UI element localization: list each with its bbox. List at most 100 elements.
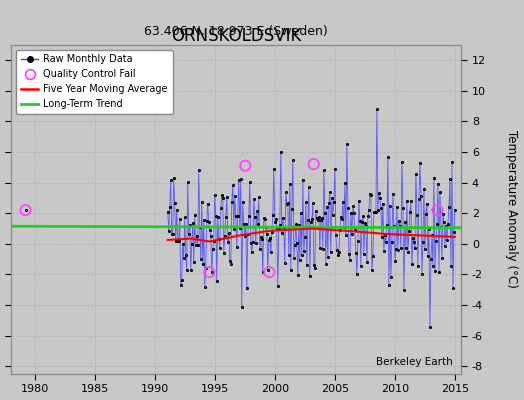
Point <box>363 259 371 266</box>
Point <box>337 216 346 222</box>
Point <box>217 192 226 198</box>
Point <box>188 240 196 247</box>
Point <box>176 216 184 222</box>
Point <box>323 204 331 210</box>
Point <box>395 218 403 224</box>
Point <box>299 176 307 183</box>
Point <box>442 222 450 229</box>
Point <box>380 248 388 254</box>
Point <box>372 208 380 215</box>
Point <box>281 189 290 195</box>
Point <box>244 230 252 237</box>
Point <box>167 177 175 183</box>
Point <box>389 191 397 197</box>
Point <box>222 214 230 220</box>
Point <box>196 256 205 262</box>
Point <box>294 222 303 228</box>
Point <box>200 217 208 224</box>
Point <box>242 221 250 228</box>
Point <box>215 236 223 242</box>
Point <box>184 230 193 237</box>
Point <box>303 262 311 268</box>
Point <box>433 220 441 227</box>
Point <box>303 217 312 224</box>
Point <box>311 264 319 271</box>
Point <box>288 206 296 212</box>
Point <box>446 176 454 182</box>
Point <box>209 246 217 252</box>
Point <box>277 148 285 155</box>
Point <box>378 234 386 240</box>
Point <box>275 225 283 231</box>
Point <box>320 167 328 173</box>
Point <box>375 190 383 196</box>
Point <box>261 224 270 230</box>
Point <box>418 271 426 277</box>
Point <box>369 253 377 259</box>
Point <box>302 199 310 206</box>
Point <box>259 269 267 275</box>
Point <box>449 284 457 291</box>
Point <box>319 246 327 252</box>
Point <box>450 229 458 236</box>
Point <box>189 220 197 227</box>
Point <box>172 207 181 213</box>
Point <box>265 269 274 275</box>
Point <box>21 207 30 213</box>
Point <box>182 267 191 273</box>
Point <box>281 260 289 266</box>
Point <box>366 191 374 198</box>
Point <box>412 170 420 177</box>
Point <box>190 259 198 265</box>
Point <box>342 232 350 239</box>
Point <box>348 231 356 238</box>
Point <box>414 263 422 270</box>
Point <box>422 211 430 217</box>
Point <box>179 241 187 247</box>
Point <box>304 184 313 190</box>
Point <box>397 244 405 251</box>
Point <box>353 271 361 277</box>
Point <box>413 212 421 218</box>
Point <box>210 238 218 244</box>
Point <box>377 204 385 211</box>
Point <box>292 221 300 227</box>
Point <box>352 250 360 256</box>
Point <box>166 204 174 210</box>
Point <box>256 245 264 252</box>
Point <box>289 157 297 163</box>
Point <box>278 230 286 236</box>
Point <box>346 257 354 263</box>
Point <box>350 210 358 216</box>
Point <box>243 285 251 291</box>
Point <box>307 218 315 225</box>
Point <box>423 201 431 207</box>
Point <box>445 204 453 211</box>
Point <box>383 222 391 228</box>
Point <box>337 214 345 220</box>
Point <box>329 212 337 218</box>
Point <box>357 262 365 269</box>
Point <box>328 194 336 201</box>
Point <box>305 273 314 280</box>
Point <box>330 199 338 205</box>
Point <box>241 233 249 239</box>
Point <box>199 261 207 268</box>
Point <box>247 240 255 246</box>
Point <box>296 256 304 263</box>
Point <box>267 248 275 255</box>
Point <box>358 219 366 225</box>
Point <box>434 180 442 187</box>
Point <box>436 224 445 230</box>
Point <box>237 176 245 182</box>
Point <box>259 215 268 221</box>
Point <box>359 212 367 219</box>
Point <box>381 239 390 246</box>
Point <box>370 208 379 215</box>
Point <box>341 180 349 186</box>
Point <box>359 251 368 258</box>
Point <box>269 212 277 218</box>
Point <box>392 204 401 210</box>
Point <box>361 220 369 226</box>
Point <box>192 242 200 248</box>
